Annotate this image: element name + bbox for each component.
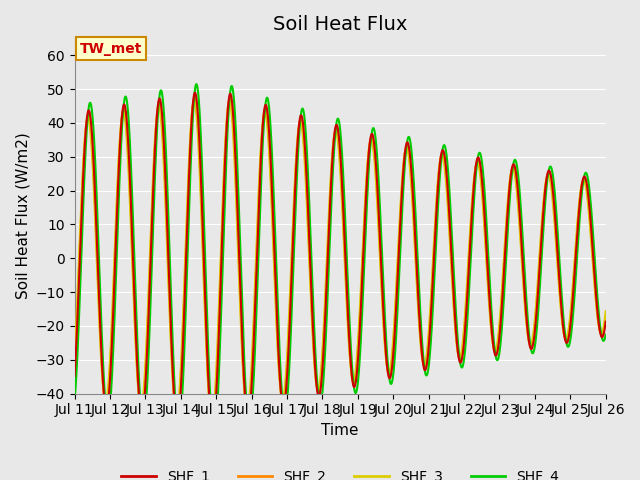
Y-axis label: Soil Heat Flux (W/m2): Soil Heat Flux (W/m2)	[15, 132, 30, 300]
X-axis label: Time: Time	[321, 423, 359, 438]
Legend: SHF_1, SHF_2, SHF_3, SHF_4: SHF_1, SHF_2, SHF_3, SHF_4	[115, 465, 565, 480]
Title: Soil Heat Flux: Soil Heat Flux	[273, 15, 407, 34]
Text: TW_met: TW_met	[80, 42, 142, 56]
